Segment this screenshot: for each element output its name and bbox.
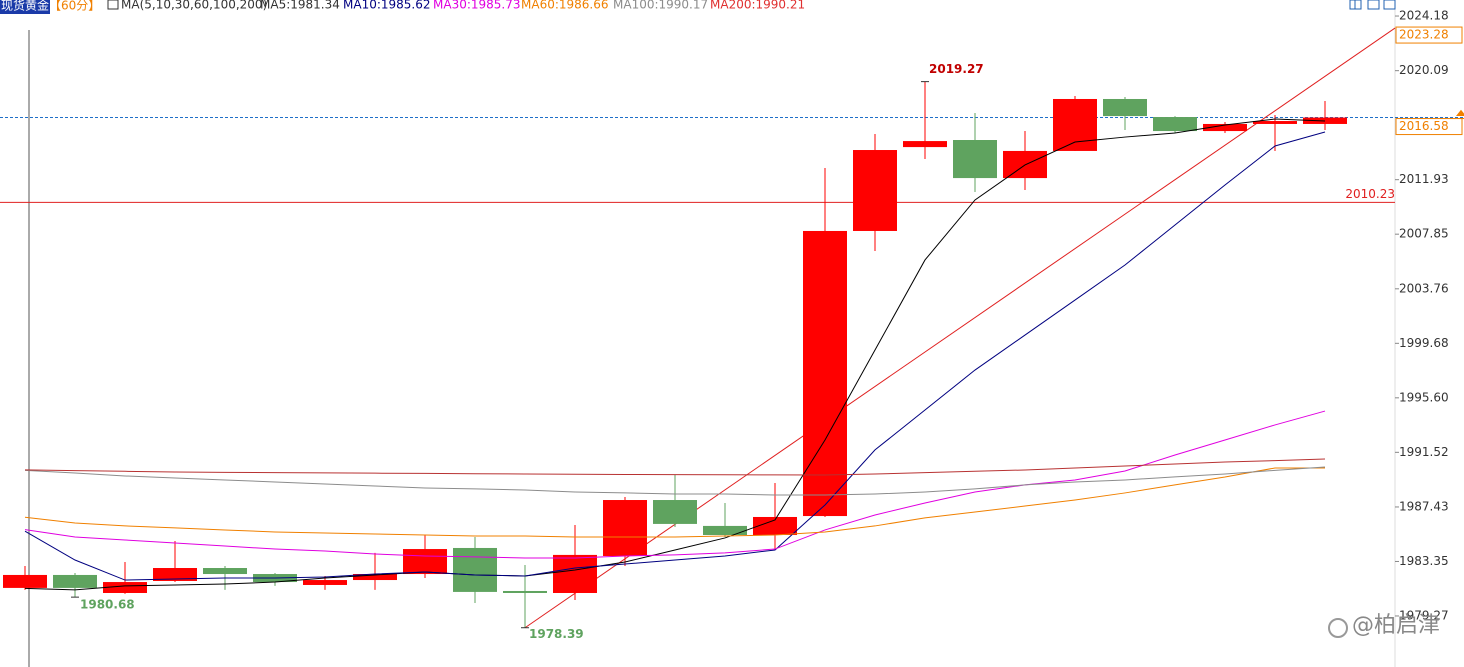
legend-entry: MA100:1990.17 — [613, 0, 708, 12]
extreme-label: 2019.27 — [929, 62, 984, 76]
y-tick-label: 1983.35 — [1399, 554, 1449, 568]
candle-body — [953, 139, 997, 179]
candle-body — [3, 574, 47, 588]
y-tick-label: 2003.76 — [1399, 281, 1449, 295]
y-tick-label: 2020.09 — [1399, 63, 1449, 77]
y-tick-label: 2024.18 — [1399, 9, 1449, 23]
horizontal-line-label: 2010.23 — [1345, 187, 1395, 201]
candle-body — [603, 500, 647, 556]
extreme-label: 1978.39 — [529, 627, 584, 641]
extreme-label: 1980.68 — [80, 598, 135, 612]
candle-body — [503, 590, 547, 593]
candle-body — [653, 500, 697, 524]
trend-line — [524, 27, 1396, 629]
candle-body — [853, 150, 897, 231]
candle-body — [453, 547, 497, 592]
title: 现货黄金 — [1, 0, 49, 13]
legend-entry: MA5:1981.34 — [260, 0, 340, 12]
y-tick-label: 1999.68 — [1399, 336, 1449, 350]
candle-body — [103, 582, 147, 593]
candle-body — [303, 580, 347, 585]
candle-body — [403, 549, 447, 575]
candle-body — [153, 568, 197, 581]
watermark-icon — [1328, 618, 1348, 638]
price-tag-label: 2016.58 — [1399, 119, 1449, 133]
tool-icon[interactable] — [1367, 0, 1380, 10]
candle-body — [1253, 121, 1297, 124]
indicator: MA(5,10,30,60,100,200) — [121, 0, 267, 12]
ma-line — [24, 467, 1325, 538]
indicator-icon[interactable] — [107, 0, 119, 10]
y-tick-label: 1987.43 — [1399, 499, 1449, 513]
candle-body — [203, 568, 247, 575]
watermark: @柏启津 — [1352, 613, 1440, 638]
trend-tag — [1395, 26, 1463, 44]
candle-body — [353, 574, 397, 581]
candle-body — [703, 525, 747, 536]
ma-line — [24, 131, 1326, 581]
ma-line — [24, 466, 1326, 496]
legend-entry: MA60:1986.66 — [521, 0, 609, 12]
candle-body — [1153, 117, 1197, 132]
legend-entry: MA30:1985.73 — [433, 0, 521, 12]
candle-body — [53, 574, 97, 588]
y-tick-label: 1995.60 — [1399, 390, 1449, 404]
tool-icon[interactable] — [1383, 0, 1396, 10]
trend-tag-label: 2023.28 — [1399, 28, 1449, 42]
legend-entry: MA200:1990.21 — [710, 0, 805, 12]
ma-line — [24, 118, 1326, 591]
candle-body — [1203, 123, 1247, 132]
legend-entry: MA10:1985.62 — [343, 0, 431, 12]
y-tick-label: 1991.52 — [1399, 445, 1449, 459]
candle-body — [1103, 98, 1147, 117]
title-bg — [0, 0, 50, 14]
price-tag — [1395, 118, 1463, 136]
y-tick-label: 2007.85 — [1399, 227, 1449, 241]
y-tick-label: 1979.27 — [1399, 608, 1449, 622]
candle-body — [553, 554, 597, 593]
period: 【60分】 — [49, 0, 100, 13]
candle-body — [753, 516, 797, 536]
candle-body — [903, 141, 947, 148]
y-tick-label: 2011.93 — [1399, 172, 1449, 186]
ma-line — [24, 458, 1326, 476]
candle-body — [803, 230, 847, 517]
ma-line — [24, 410, 1326, 559]
candle-body — [1053, 98, 1097, 151]
